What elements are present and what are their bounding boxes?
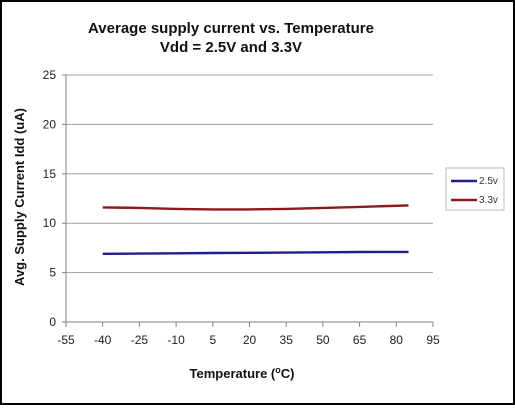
axes <box>62 74 434 327</box>
legend-box <box>445 167 505 211</box>
series-line-33v <box>102 204 409 211</box>
x-tick-label-7: 50 <box>316 333 330 347</box>
grid-lines <box>66 74 433 274</box>
legend: 2.5v 3.3v <box>445 167 505 211</box>
x-axis-label-superscript: o <box>275 365 281 375</box>
x-tick-label-8: 65 <box>353 333 367 347</box>
y-tick-label-4: 20 <box>43 117 57 131</box>
y-tick-label-0: 0 <box>49 315 56 329</box>
x-tick-label-0: -55 <box>57 333 75 347</box>
x-tick-label-6: 35 <box>280 333 294 347</box>
x-tick-label-5: 20 <box>243 333 257 347</box>
x-tick-label-10: 95 <box>426 333 440 347</box>
series-lines <box>102 204 409 255</box>
y-tick-label-5: 25 <box>43 68 57 82</box>
x-tick-label-2: -25 <box>131 333 149 347</box>
y-tick-labels: 0 5 10 15 20 25 <box>43 68 57 329</box>
chart-title-line2: Vdd = 2.5V and 3.3V <box>160 39 302 56</box>
x-axis-label-main: Temperature ( <box>190 366 276 381</box>
y-tick-label-2: 10 <box>43 216 57 230</box>
legend-label-0: 2.5v <box>479 176 498 187</box>
x-axis-label: Temperature (oC) <box>190 365 295 381</box>
legend-label-1: 3.3v <box>479 195 498 206</box>
x-tick-labels: -55 -40 -25 -10 5 20 35 50 65 80 95 <box>57 333 440 347</box>
series-line-25v <box>102 250 409 255</box>
x-axis-label-tail: C) <box>281 366 295 381</box>
x-tick-label-4: 5 <box>209 333 216 347</box>
x-tick-label-9: 80 <box>390 333 404 347</box>
y-axis-label: Avg. Supply Current Idd (uA) <box>12 108 27 286</box>
x-tick-label-1: -40 <box>94 333 112 347</box>
x-tick-label-3: -10 <box>167 333 185 347</box>
y-tick-label-1: 5 <box>49 266 56 280</box>
y-tick-label-3: 15 <box>43 167 57 181</box>
chart-title-line1: Average supply current vs. Temperature <box>88 20 374 37</box>
